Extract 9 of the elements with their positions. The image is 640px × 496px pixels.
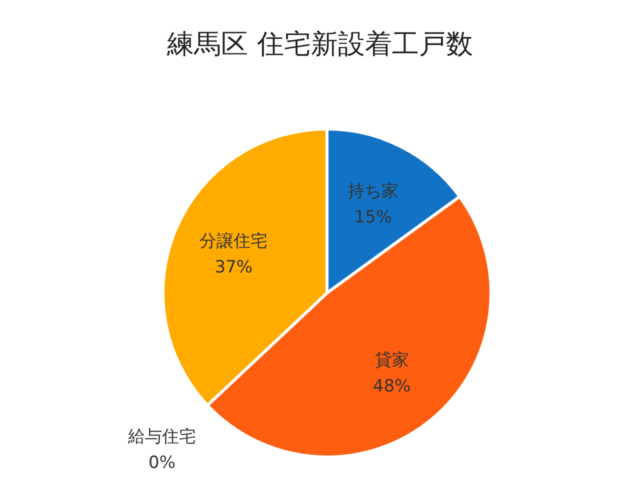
data-label: 48% <box>372 376 411 396</box>
slice-label: 持ち家 <box>348 181 399 202</box>
text: 0% <box>148 452 176 473</box>
data-label: 37% <box>214 258 253 278</box>
data-label: 15% <box>354 207 392 228</box>
slice-label: 分譲住宅 <box>200 232 268 252</box>
chart-title: 練馬区 住宅新設着工戸数 <box>166 28 474 62</box>
slice-label: 貸家 <box>374 350 409 370</box>
category-label: 給与住宅 <box>128 426 196 447</box>
